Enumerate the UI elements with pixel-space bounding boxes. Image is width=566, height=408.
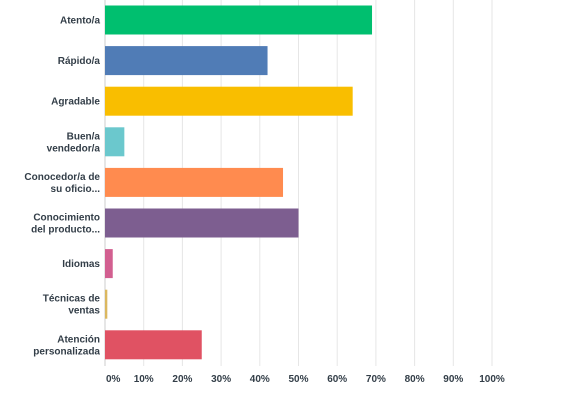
- category-label-line: su oficio...: [51, 184, 101, 195]
- category-label-line: ventas: [68, 306, 100, 317]
- category-label-line: Atención: [57, 334, 100, 345]
- x-tick-label: 10%: [134, 374, 154, 385]
- x-tick-labels: 0% 10% 20% 30% 40% 50% 60% 70% 80% 90% 100%: [106, 374, 505, 385]
- x-tick-label: 80%: [405, 374, 425, 385]
- bar[interactable]: [105, 249, 113, 279]
- category-label: Idiomas: [62, 259, 100, 270]
- category-label-line: personalizada: [33, 346, 100, 357]
- category-label: Conocimiento del producto...: [31, 213, 100, 236]
- x-tick-label: 40%: [250, 374, 270, 385]
- x-tick-label: 20%: [172, 374, 192, 385]
- category-label-line: Buen/a: [67, 131, 101, 142]
- category-label: Atento/a: [60, 16, 100, 27]
- category-label: Rápido/a: [58, 56, 101, 67]
- bar[interactable]: [105, 86, 353, 116]
- x-tick-label: 50%: [288, 374, 308, 385]
- category-label-line: Atento/a: [60, 16, 100, 27]
- bar[interactable]: [105, 208, 299, 238]
- bars: [105, 5, 373, 360]
- category-label: Agradable: [51, 97, 100, 108]
- category-labels: Atento/a Rápido/a Agradable Buen/a vendedor/…: [24, 16, 100, 358]
- x-tick-label: 60%: [327, 374, 347, 385]
- x-tick-label: 0%: [106, 374, 121, 385]
- category-label: Conocedor/a de su oficio...: [24, 172, 100, 195]
- x-tick-label: 30%: [211, 374, 231, 385]
- bar[interactable]: [105, 330, 202, 360]
- category-label-line: Conocedor/a de: [24, 172, 100, 183]
- bar[interactable]: [105, 127, 125, 157]
- category-label-line: Rápido/a: [58, 56, 101, 67]
- category-label: Atención personalizada: [33, 334, 100, 357]
- category-label-line: Conocimiento: [33, 213, 100, 224]
- category-label-line: del producto...: [31, 225, 100, 236]
- bar[interactable]: [105, 289, 108, 319]
- category-label-line: Idiomas: [62, 259, 100, 270]
- x-tick-label: 90%: [443, 374, 463, 385]
- x-tick-label: 70%: [366, 374, 386, 385]
- bar[interactable]: [105, 5, 373, 35]
- category-label-line: Técnicas de: [43, 294, 101, 305]
- bar[interactable]: [105, 46, 268, 76]
- category-label-line: Agradable: [51, 97, 100, 108]
- category-label-line: vendedor/a: [47, 143, 101, 154]
- category-label: Buen/a vendedor/a: [47, 131, 101, 154]
- x-tick-label: 100%: [479, 374, 505, 385]
- category-label: Técnicas de ventas: [43, 294, 101, 317]
- bar[interactable]: [105, 167, 284, 197]
